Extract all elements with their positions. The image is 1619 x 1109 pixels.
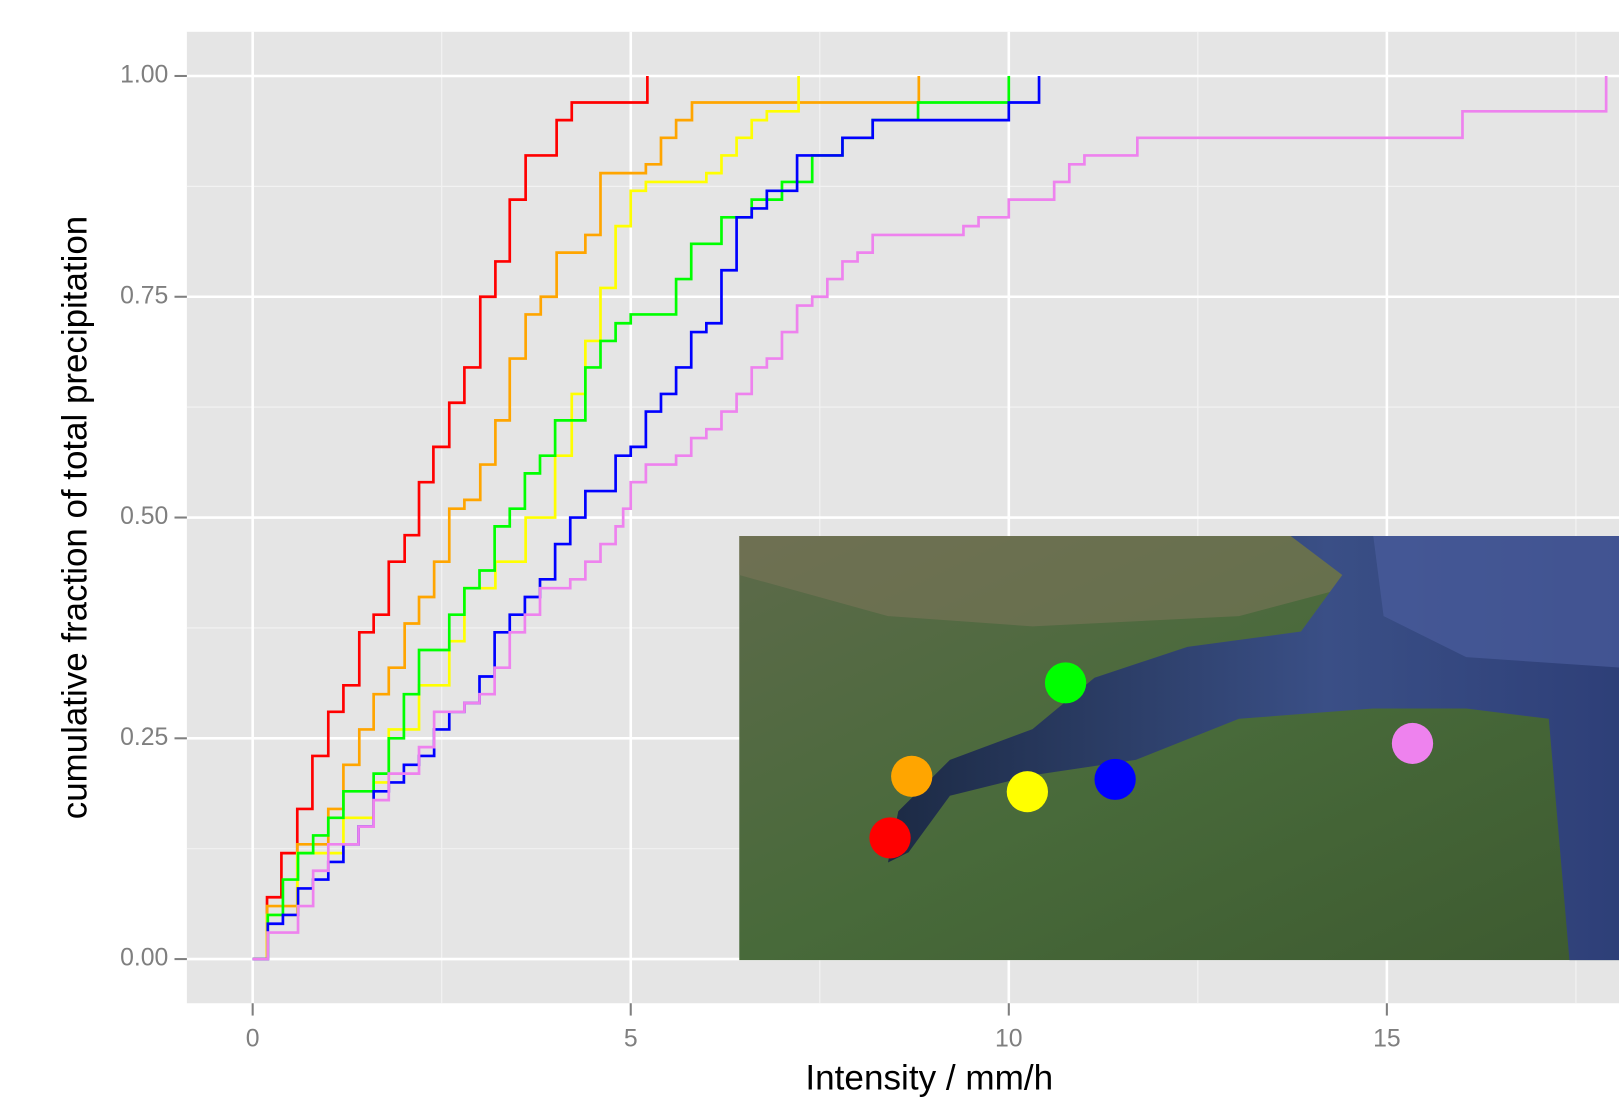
station-dot [869,817,911,859]
y-tick-label: 0.25 [120,724,168,751]
station-dot [1094,758,1136,800]
step-line [252,75,649,961]
x-tick-label: 0 [246,1026,260,1053]
axes: 0 5 10 15 0.00 0.25 0.50 0.75 1.00 [120,62,1401,1053]
station-dot [1044,662,1087,704]
y-tick-label: 0.50 [120,503,168,530]
step-line [252,75,921,961]
step-line [252,75,1011,961]
station-dot [891,755,933,797]
x-tick-label: 5 [624,1026,638,1053]
station-dot [1391,722,1434,764]
x-tick-label: 15 [1373,1026,1401,1053]
step-line [252,75,1608,961]
station-dot [1006,771,1049,813]
map-sky [1373,536,1619,668]
series-lines [252,75,1608,961]
y-axis-title: cumulative fraction of total precipitati… [56,216,95,819]
x-tick-label: 10 [995,1026,1023,1053]
y-tick-label: 0.75 [120,282,168,309]
y-tick-label: 0.00 [120,945,168,972]
y-tick-label: 1.00 [120,62,168,89]
x-axis-title: Intensity / mm/h [805,1059,1053,1098]
inset-map [739,536,1619,961]
